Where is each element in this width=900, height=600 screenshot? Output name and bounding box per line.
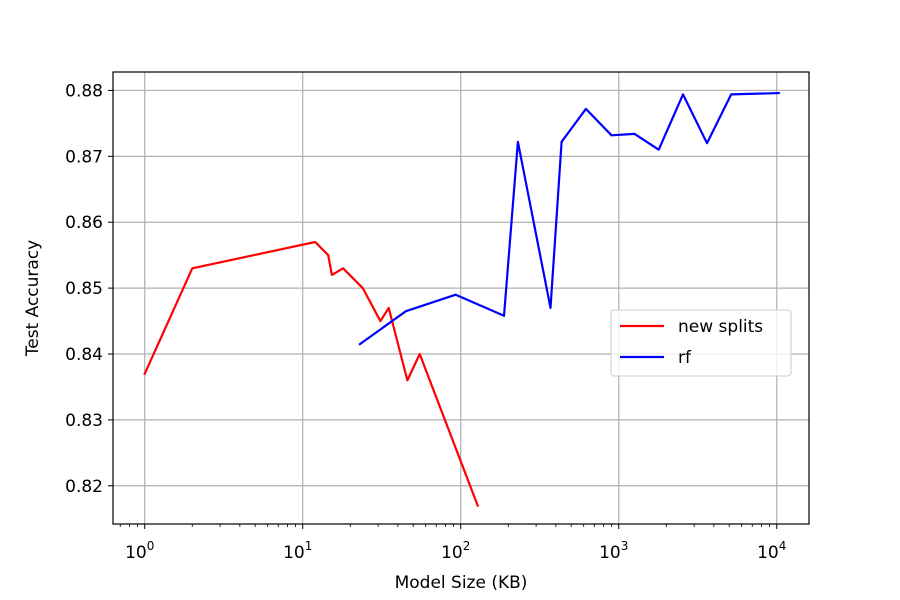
x-tick-label: 101	[283, 539, 312, 563]
series-lines	[143, 91, 780, 508]
series-line-0	[143, 240, 480, 508]
x-tick-label: 103	[599, 539, 628, 563]
legend-label: new splits	[678, 317, 763, 337]
y-axis-label: Test Accuracy	[23, 240, 43, 358]
x-tick-label: 104	[757, 539, 786, 563]
y-tick-label: 0.84	[65, 345, 103, 365]
axis-ticks: 100 101 102 103 104 0.82 0.83 0.84 0.85 0.86 0.87 0…	[65, 81, 786, 563]
x-axis-label: Model Size (KB)	[395, 573, 528, 593]
y-tick-label: 0.82	[65, 477, 103, 497]
y-tick-label: 0.86	[65, 213, 103, 233]
legend: new splits rf	[610, 309, 792, 377]
y-tick-label: 0.83	[65, 411, 103, 431]
x-tick-label: 100	[125, 539, 154, 563]
legend-label: rf	[678, 348, 692, 368]
series-line-1	[358, 91, 780, 346]
x-tick-label: 102	[441, 539, 470, 563]
y-tick-label: 0.87	[65, 147, 103, 167]
y-tick-label: 0.85	[65, 279, 103, 299]
y-tick-label: 0.88	[65, 81, 103, 101]
